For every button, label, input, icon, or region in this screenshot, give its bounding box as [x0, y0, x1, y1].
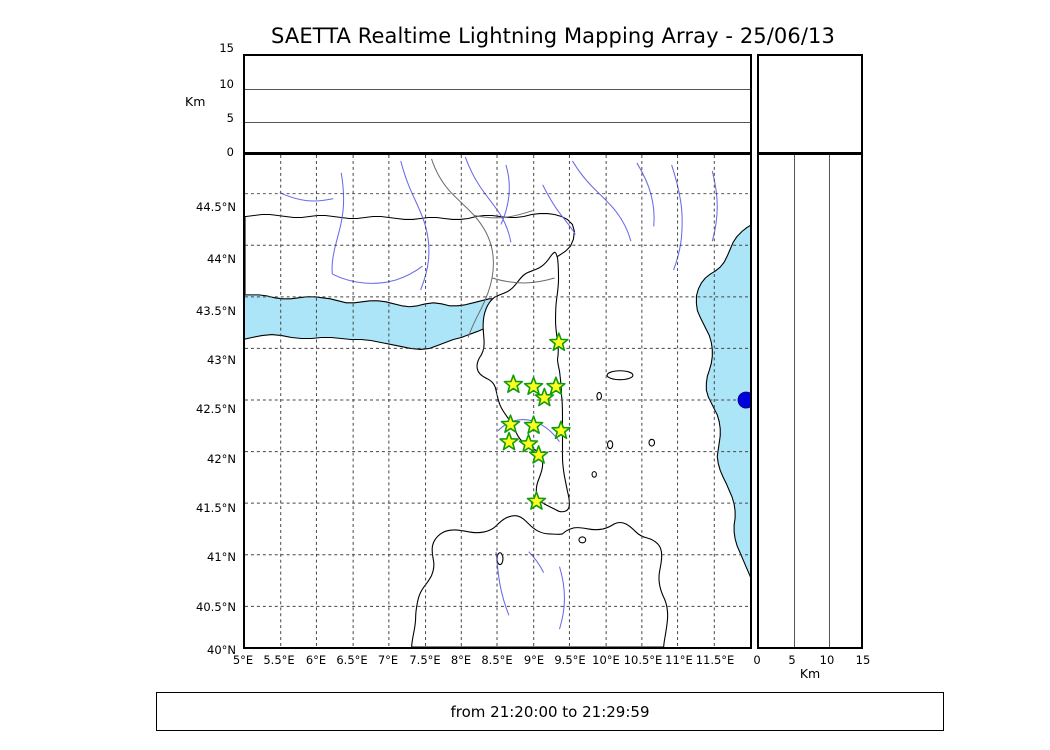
- map-ytick-43-5: 43.5°N: [196, 304, 236, 318]
- map-canvas: [245, 155, 750, 647]
- island-capraia: [596, 391, 603, 401]
- river-alps-1: [500, 164, 510, 225]
- border-region-1: [474, 210, 533, 219]
- lma-station-marker: [499, 431, 519, 451]
- map-ytick-43: 43°N: [207, 353, 236, 367]
- island-sardinia-shape: [411, 515, 669, 647]
- map-xtick-7: 7°E: [377, 653, 399, 667]
- map-xtick-6-5: 6.5°E: [336, 653, 368, 667]
- map-xtick-6: 6°E: [305, 653, 327, 667]
- lma-station-marker: [549, 332, 569, 351]
- map-xtick-10-5: 10.5°E: [623, 653, 663, 667]
- lma-station-marker: [503, 374, 524, 394]
- lma-station-marker: [523, 415, 544, 435]
- map-ytick-40: 40°N: [207, 643, 236, 657]
- river-tiber: [671, 164, 683, 271]
- map-ytick-42: 42°N: [207, 452, 236, 466]
- island-maddalena: [578, 536, 587, 544]
- top-axis-label-km: Km: [185, 94, 206, 109]
- top-ytick-5: 5: [226, 111, 234, 125]
- lma-stations: [499, 332, 571, 510]
- border-region-2: [491, 277, 555, 284]
- corsica-group: [476, 251, 570, 513]
- river-po-branch: [464, 156, 512, 243]
- right-xtick-10: 10: [819, 653, 835, 667]
- island-giglio: [648, 438, 656, 447]
- vhf-source-dot: [737, 391, 750, 409]
- map-xtick-11-5: 11.5°E: [695, 653, 735, 667]
- river-arno: [571, 160, 632, 242]
- map-xtick-10: 10°E: [592, 653, 620, 667]
- map-xtick-9: 9°E: [523, 653, 545, 667]
- gridline-10km-vert: [829, 155, 830, 647]
- map-xtick-11: 11°E: [665, 653, 693, 667]
- river-alps-2: [542, 184, 576, 235]
- gridline-5km: [245, 122, 750, 123]
- lma-station-marker: [526, 491, 547, 510]
- lightning-map-panel[interactable]: [243, 153, 752, 649]
- island-pianosa: [591, 471, 597, 478]
- lma-station-marker: [518, 433, 539, 453]
- map-xtick-9-5: 9.5°E: [554, 653, 586, 667]
- island-montecristo: [606, 440, 614, 450]
- altitude-longitude-panel[interactable]: [243, 54, 752, 154]
- right-xtick-15: 15: [855, 653, 871, 667]
- gridline-5km-vert: [794, 155, 795, 647]
- map-gridlines-vertical: [280, 155, 715, 647]
- lma-station-marker: [500, 414, 521, 433]
- map-ytick-41-5: 41.5°N: [196, 501, 236, 515]
- altitude-histogram-panel[interactable]: [757, 54, 863, 154]
- right-xtick-0: 0: [753, 653, 761, 667]
- map-xtick-5-5: 5.5°E: [263, 653, 295, 667]
- right-xtick-5: 5: [788, 653, 796, 667]
- gridline-10km: [245, 89, 750, 90]
- river-flumendosa: [559, 566, 565, 630]
- page-title: SAETTA Realtime Lightning Mapping Array …: [271, 24, 835, 48]
- lma-station-marker: [551, 420, 571, 440]
- top-ytick-15: 15: [219, 41, 234, 55]
- map-ytick-44-5: 44.5°N: [196, 200, 236, 214]
- river-coghinas: [528, 551, 545, 573]
- river-durance: [332, 265, 423, 284]
- top-ytick-10: 10: [219, 77, 234, 91]
- lma-station-marker: [528, 445, 549, 464]
- map-xtick-5: 5°E: [232, 653, 254, 667]
- lma-station-marker: [546, 376, 566, 396]
- time-range-text: from 21:20:00 to 21:29:59: [450, 702, 650, 721]
- river-mainland-n1: [279, 192, 334, 202]
- map-xtick-8-5: 8.5°E: [481, 653, 513, 667]
- river-rhone: [331, 172, 345, 275]
- time-range-box[interactable]: from 21:20:00 to 21:29:59: [156, 692, 944, 731]
- map-xtick-7-5: 7.5°E: [409, 653, 441, 667]
- map-ytick-40-5: 40.5°N: [196, 600, 236, 614]
- map-xtick-8: 8°E: [450, 653, 472, 667]
- island-corsica-shape: [476, 251, 570, 513]
- lma-station-marker: [523, 376, 544, 396]
- map-ytick-41: 41°N: [207, 550, 236, 564]
- map-ytick-42-5: 42.5°N: [196, 402, 236, 416]
- altitude-latitude-panel[interactable]: [757, 153, 863, 649]
- map-ytick-44: 44°N: [207, 252, 236, 266]
- lma-station-marker: [534, 387, 555, 407]
- top-ytick-0: 0: [226, 145, 234, 159]
- right-axis-label-km: Km: [799, 666, 821, 681]
- island-elba: [606, 370, 634, 381]
